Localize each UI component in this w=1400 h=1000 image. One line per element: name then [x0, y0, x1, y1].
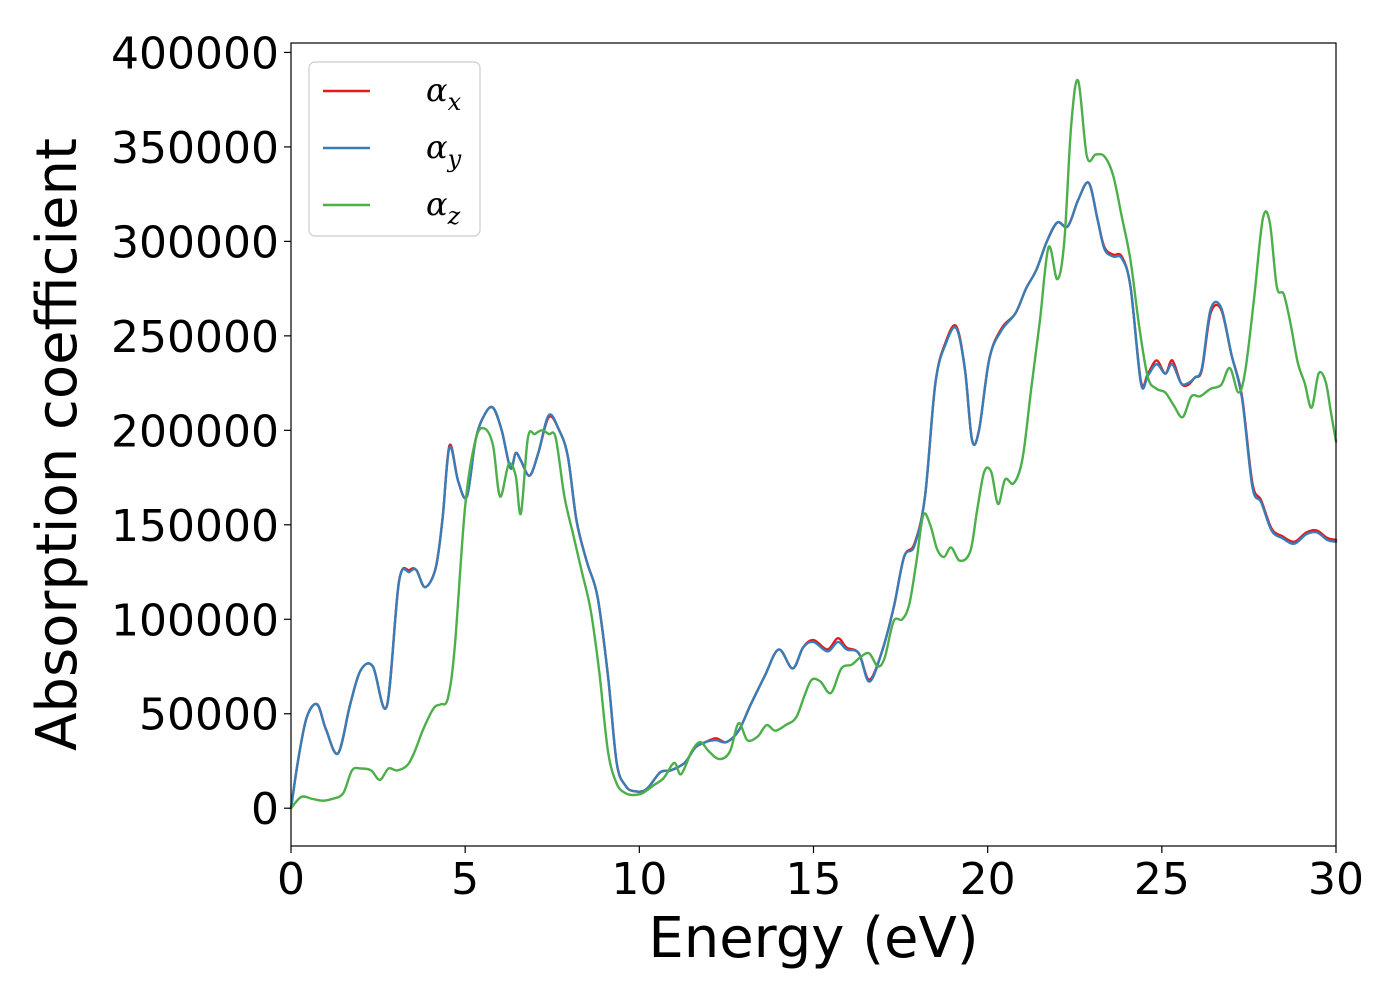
x-tick-label: 0: [277, 854, 305, 905]
x-tick-label: 30: [1308, 854, 1364, 905]
y-tick-label: 300000: [111, 217, 279, 268]
y-axis-ticks: 0 50000 100000 150000 200000 250000 300000 3500…: [111, 28, 291, 835]
y-tick-label: 400000: [111, 28, 279, 79]
legend-label-x: αx: [426, 71, 462, 116]
x-tick-label: 25: [1134, 854, 1190, 905]
x-tick-label: 20: [960, 854, 1016, 905]
y-tick-label: 200000: [111, 406, 279, 457]
series-lines: [289, 78, 1338, 810]
y-tick-label: 50000: [139, 690, 279, 741]
y-tick-label: 100000: [111, 595, 279, 646]
legend-box: [308, 61, 481, 237]
series-line-z: [289, 78, 1338, 810]
y-axis-label: Absorption coefficient: [25, 138, 90, 751]
legend-label-y: αy: [426, 128, 462, 173]
y-tick-label: 150000: [111, 501, 279, 552]
series-line-y: [289, 181, 1338, 810]
x-tick-label: 15: [786, 854, 842, 905]
y-tick-label: 350000: [111, 123, 279, 174]
x-tick-label: 10: [611, 854, 667, 905]
x-tick-label: 5: [451, 854, 479, 905]
x-axis-label: Energy (eV): [648, 906, 978, 971]
legend: αx αy αz: [308, 61, 481, 237]
x-axis-ticks: 0 5 10 15 20 25 30: [277, 846, 1364, 905]
legend-label-z: αz: [426, 185, 461, 230]
y-tick-label: 0: [251, 784, 279, 835]
y-tick-label: 250000: [111, 312, 279, 363]
